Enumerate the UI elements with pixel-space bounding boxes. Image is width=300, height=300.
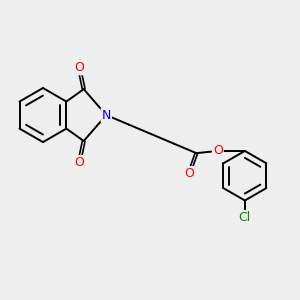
Text: O: O [74,156,84,169]
Text: O: O [184,167,194,180]
Text: Cl: Cl [239,211,251,224]
Text: O: O [74,61,84,74]
Text: N: N [102,109,111,122]
Text: O: O [213,144,223,158]
